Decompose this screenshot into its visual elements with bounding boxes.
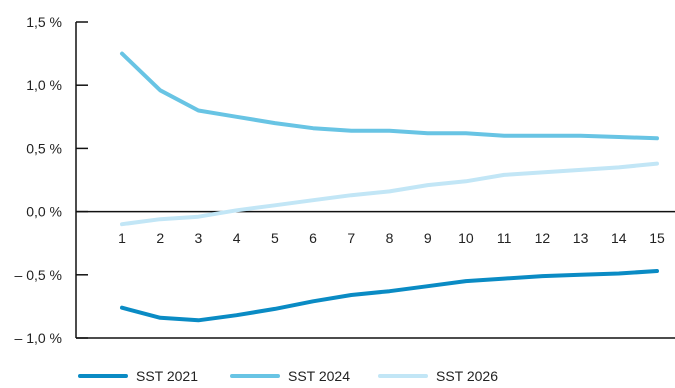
legend-label-3: SST 2026: [436, 368, 498, 383]
y-tick-label: 0,0 %: [26, 204, 62, 220]
legend: SST 2021 SST 2024 SST 2026: [78, 368, 498, 384]
x-tick-label: 4: [233, 230, 241, 246]
legend-label-1: SST 2021: [136, 368, 198, 383]
y-tick-label: – 1,0 %: [15, 330, 62, 346]
y-tick-label: – 0,5 %: [15, 267, 62, 283]
series-line-2: [120, 51, 659, 141]
x-tick-labels: 1 2 3 4 5 6 7 8 9 10 11 12 13 14 15: [118, 230, 665, 246]
x-tick-label: 5: [271, 230, 279, 246]
x-tick-label: 10: [458, 230, 474, 246]
series-lines: [120, 51, 659, 323]
x-tick-label: 7: [347, 230, 355, 246]
x-tick-label: 3: [195, 230, 203, 246]
x-tick-label: 2: [156, 230, 164, 246]
series-line-1: [120, 269, 659, 323]
series-line-3: [120, 161, 659, 227]
x-tick-label: 9: [424, 230, 432, 246]
y-tick-labels: 1,5 % 1,0 % 0,5 % 0,0 % – 0,5 % – 1,0 %: [15, 14, 62, 346]
x-tick-label: 13: [573, 230, 589, 246]
x-tick-label: 12: [535, 230, 551, 246]
y-tick-label: 0,5 %: [26, 140, 62, 156]
x-tick-label: 14: [611, 230, 627, 246]
y-tick-label: 1,5 %: [26, 14, 62, 30]
x-tick-label: 15: [649, 230, 665, 246]
axes: [75, 21, 675, 339]
y-tick-label: 1,0 %: [26, 77, 62, 93]
legend-label-2: SST 2024: [288, 368, 350, 383]
x-tick-label: 11: [497, 230, 512, 246]
x-tick-label: 1: [118, 230, 126, 246]
x-tick-label: 8: [386, 230, 394, 246]
x-tick-label: 6: [309, 230, 317, 246]
